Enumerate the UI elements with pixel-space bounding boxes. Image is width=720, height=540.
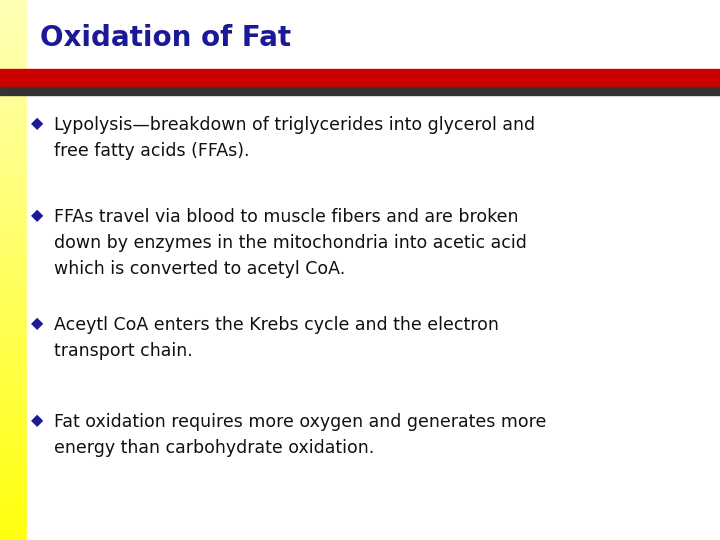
Text: ◆: ◆: [31, 413, 44, 428]
Text: free fatty acids (FFAs).: free fatty acids (FFAs).: [54, 142, 250, 160]
Text: Oxidation of Fat: Oxidation of Fat: [40, 24, 291, 52]
Bar: [0, 87, 720, 94]
Text: energy than carbohydrate oxidation.: energy than carbohydrate oxidation.: [54, 439, 374, 457]
Text: Lypolysis—breakdown of triglycerides into glycerol and: Lypolysis—breakdown of triglycerides int…: [54, 116, 535, 134]
Text: FFAs travel via blood to muscle fibers and are broken: FFAs travel via blood to muscle fibers a…: [54, 208, 518, 226]
Text: transport chain.: transport chain.: [54, 342, 193, 360]
Text: ◆: ◆: [31, 116, 44, 131]
Text: Aceytl CoA enters the Krebs cycle and the electron: Aceytl CoA enters the Krebs cycle and th…: [54, 316, 499, 334]
Text: ◆: ◆: [31, 208, 44, 223]
Bar: [0, 69, 720, 87]
Text: Fat oxidation requires more oxygen and generates more: Fat oxidation requires more oxygen and g…: [54, 413, 546, 431]
Text: down by enzymes in the mitochondria into acetic acid: down by enzymes in the mitochondria into…: [54, 234, 527, 252]
Text: which is converted to acetyl CoA.: which is converted to acetyl CoA.: [54, 260, 346, 278]
Text: ◆: ◆: [31, 316, 44, 331]
